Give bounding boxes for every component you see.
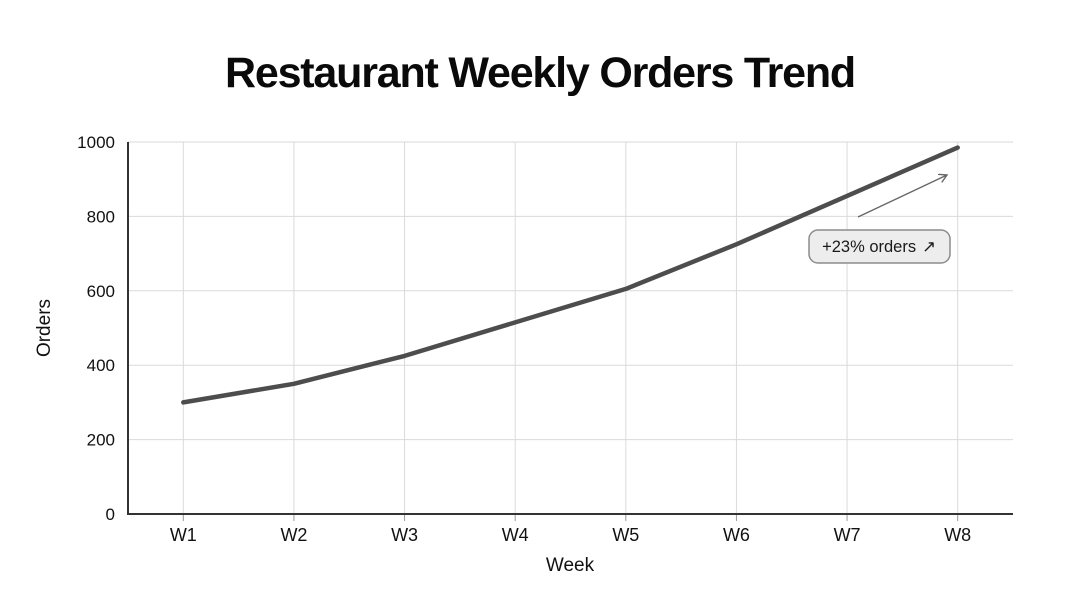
- annotation-label: +23% orders: [822, 238, 916, 256]
- annotation-arrow: [857, 175, 947, 218]
- y-tick-label: 200: [87, 431, 115, 450]
- x-tick-label: W1: [170, 525, 197, 545]
- x-tick-label: W3: [391, 525, 418, 545]
- chart-title: Restaurant Weekly Orders Trend: [225, 49, 856, 97]
- trend-up-arrow-icon: ↗: [922, 238, 936, 256]
- annotation-badge-background: [808, 229, 951, 264]
- y-tick-label: 600: [87, 282, 115, 301]
- x-tick-label: W2: [280, 525, 307, 545]
- x-tick-label: W7: [834, 525, 861, 545]
- y-tick-label: 800: [87, 207, 115, 226]
- orders-series: [181, 145, 960, 405]
- x-tick-label: W5: [612, 525, 639, 545]
- y-tick-label: 0: [106, 505, 115, 524]
- y-tick-label: 1000: [77, 133, 115, 152]
- orders-trend-line: [181, 145, 960, 405]
- x-tick-label: W8: [944, 525, 971, 545]
- y-tick-label: 400: [87, 356, 115, 375]
- annotation-badge: +23% orders ↗: [808, 229, 951, 264]
- axes: [127, 142, 1013, 521]
- gridlines: [128, 141, 1013, 514]
- y-axis-title: Orders: [34, 299, 55, 357]
- x-tick-label: W6: [723, 525, 750, 545]
- annotation-text: +23% orders ↗: [822, 238, 936, 256]
- x-axis-title: Week: [546, 555, 595, 576]
- tick-labels: 0 200 400 600 800 1000 W1 W2 W3 W4 W5 W6 W7 W8: [77, 133, 971, 545]
- x-tick-label: W4: [502, 525, 529, 545]
